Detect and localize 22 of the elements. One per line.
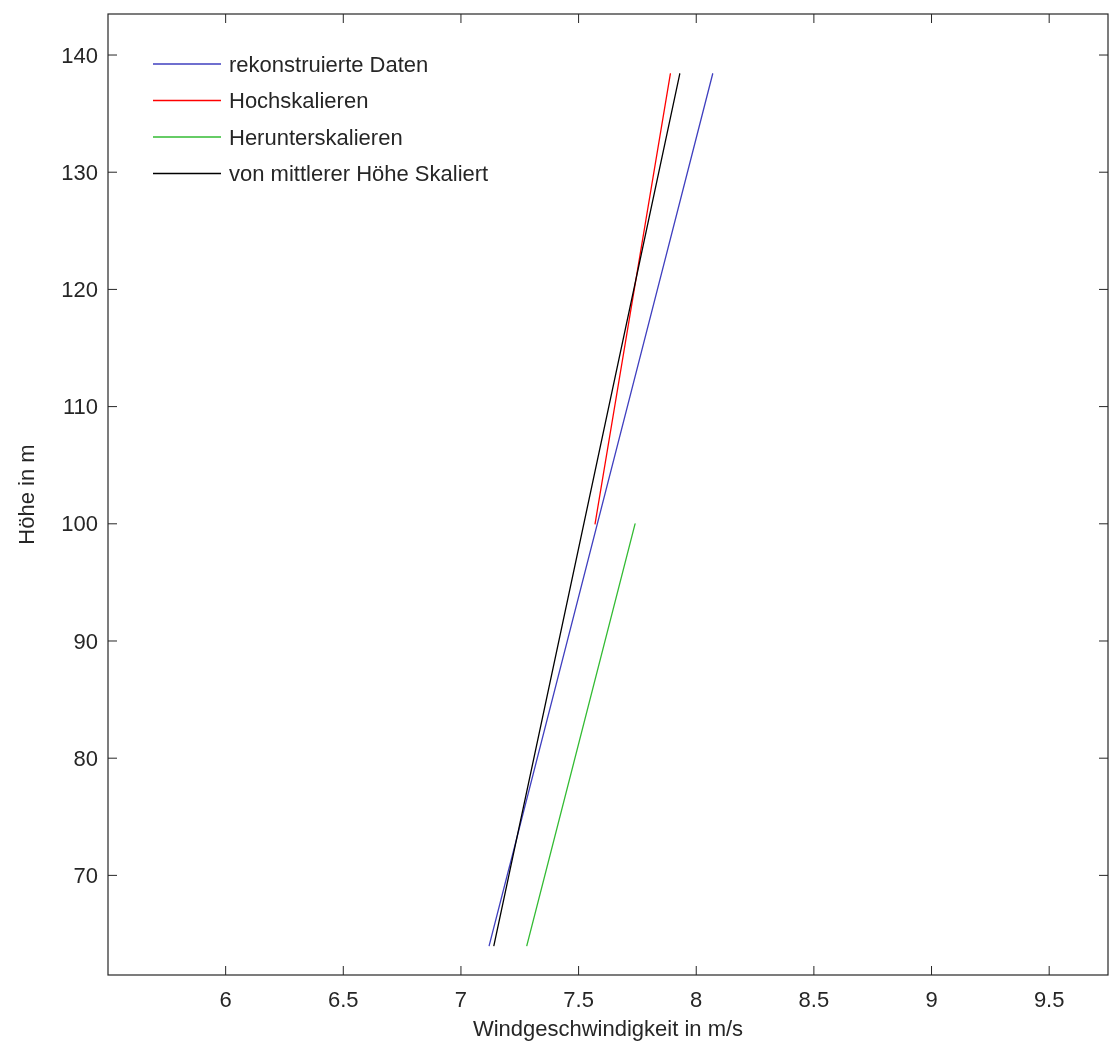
y-tick-label: 110 (62, 394, 98, 420)
legend-label: Herunterskalieren (229, 124, 403, 150)
y-tick-label: 130 (61, 159, 98, 185)
x-tick-label: 7.5 (563, 987, 594, 1012)
y-tick-label: 120 (61, 277, 98, 303)
y-tick-label: 90 (73, 628, 98, 654)
x-tick-label: 6.5 (328, 987, 359, 1012)
y-axis-title: Höhe in m (14, 444, 39, 545)
legend-label: Hochskalieren (229, 88, 369, 114)
x-tick-label: 8.5 (798, 987, 830, 1012)
x-tick-label: 9.5 (1033, 987, 1065, 1012)
y-tick-label: 140 (61, 42, 98, 68)
y-tick-label: 80 (73, 745, 98, 771)
legend-label: von mittlerer Höhe Skaliert (229, 161, 489, 187)
y-tick-label: 70 (73, 863, 98, 889)
x-tick-label: 9 (925, 987, 938, 1012)
y-tick-label: 100 (61, 511, 98, 537)
x-tick-label: 7 (454, 987, 468, 1012)
x-axis-title: Windgeschwindigkeit in m/s (472, 1016, 744, 1041)
legend-label: rekonstruierte Daten (229, 51, 429, 77)
x-tick-label: 8 (690, 987, 703, 1012)
x-tick-label: 6 (219, 987, 232, 1012)
